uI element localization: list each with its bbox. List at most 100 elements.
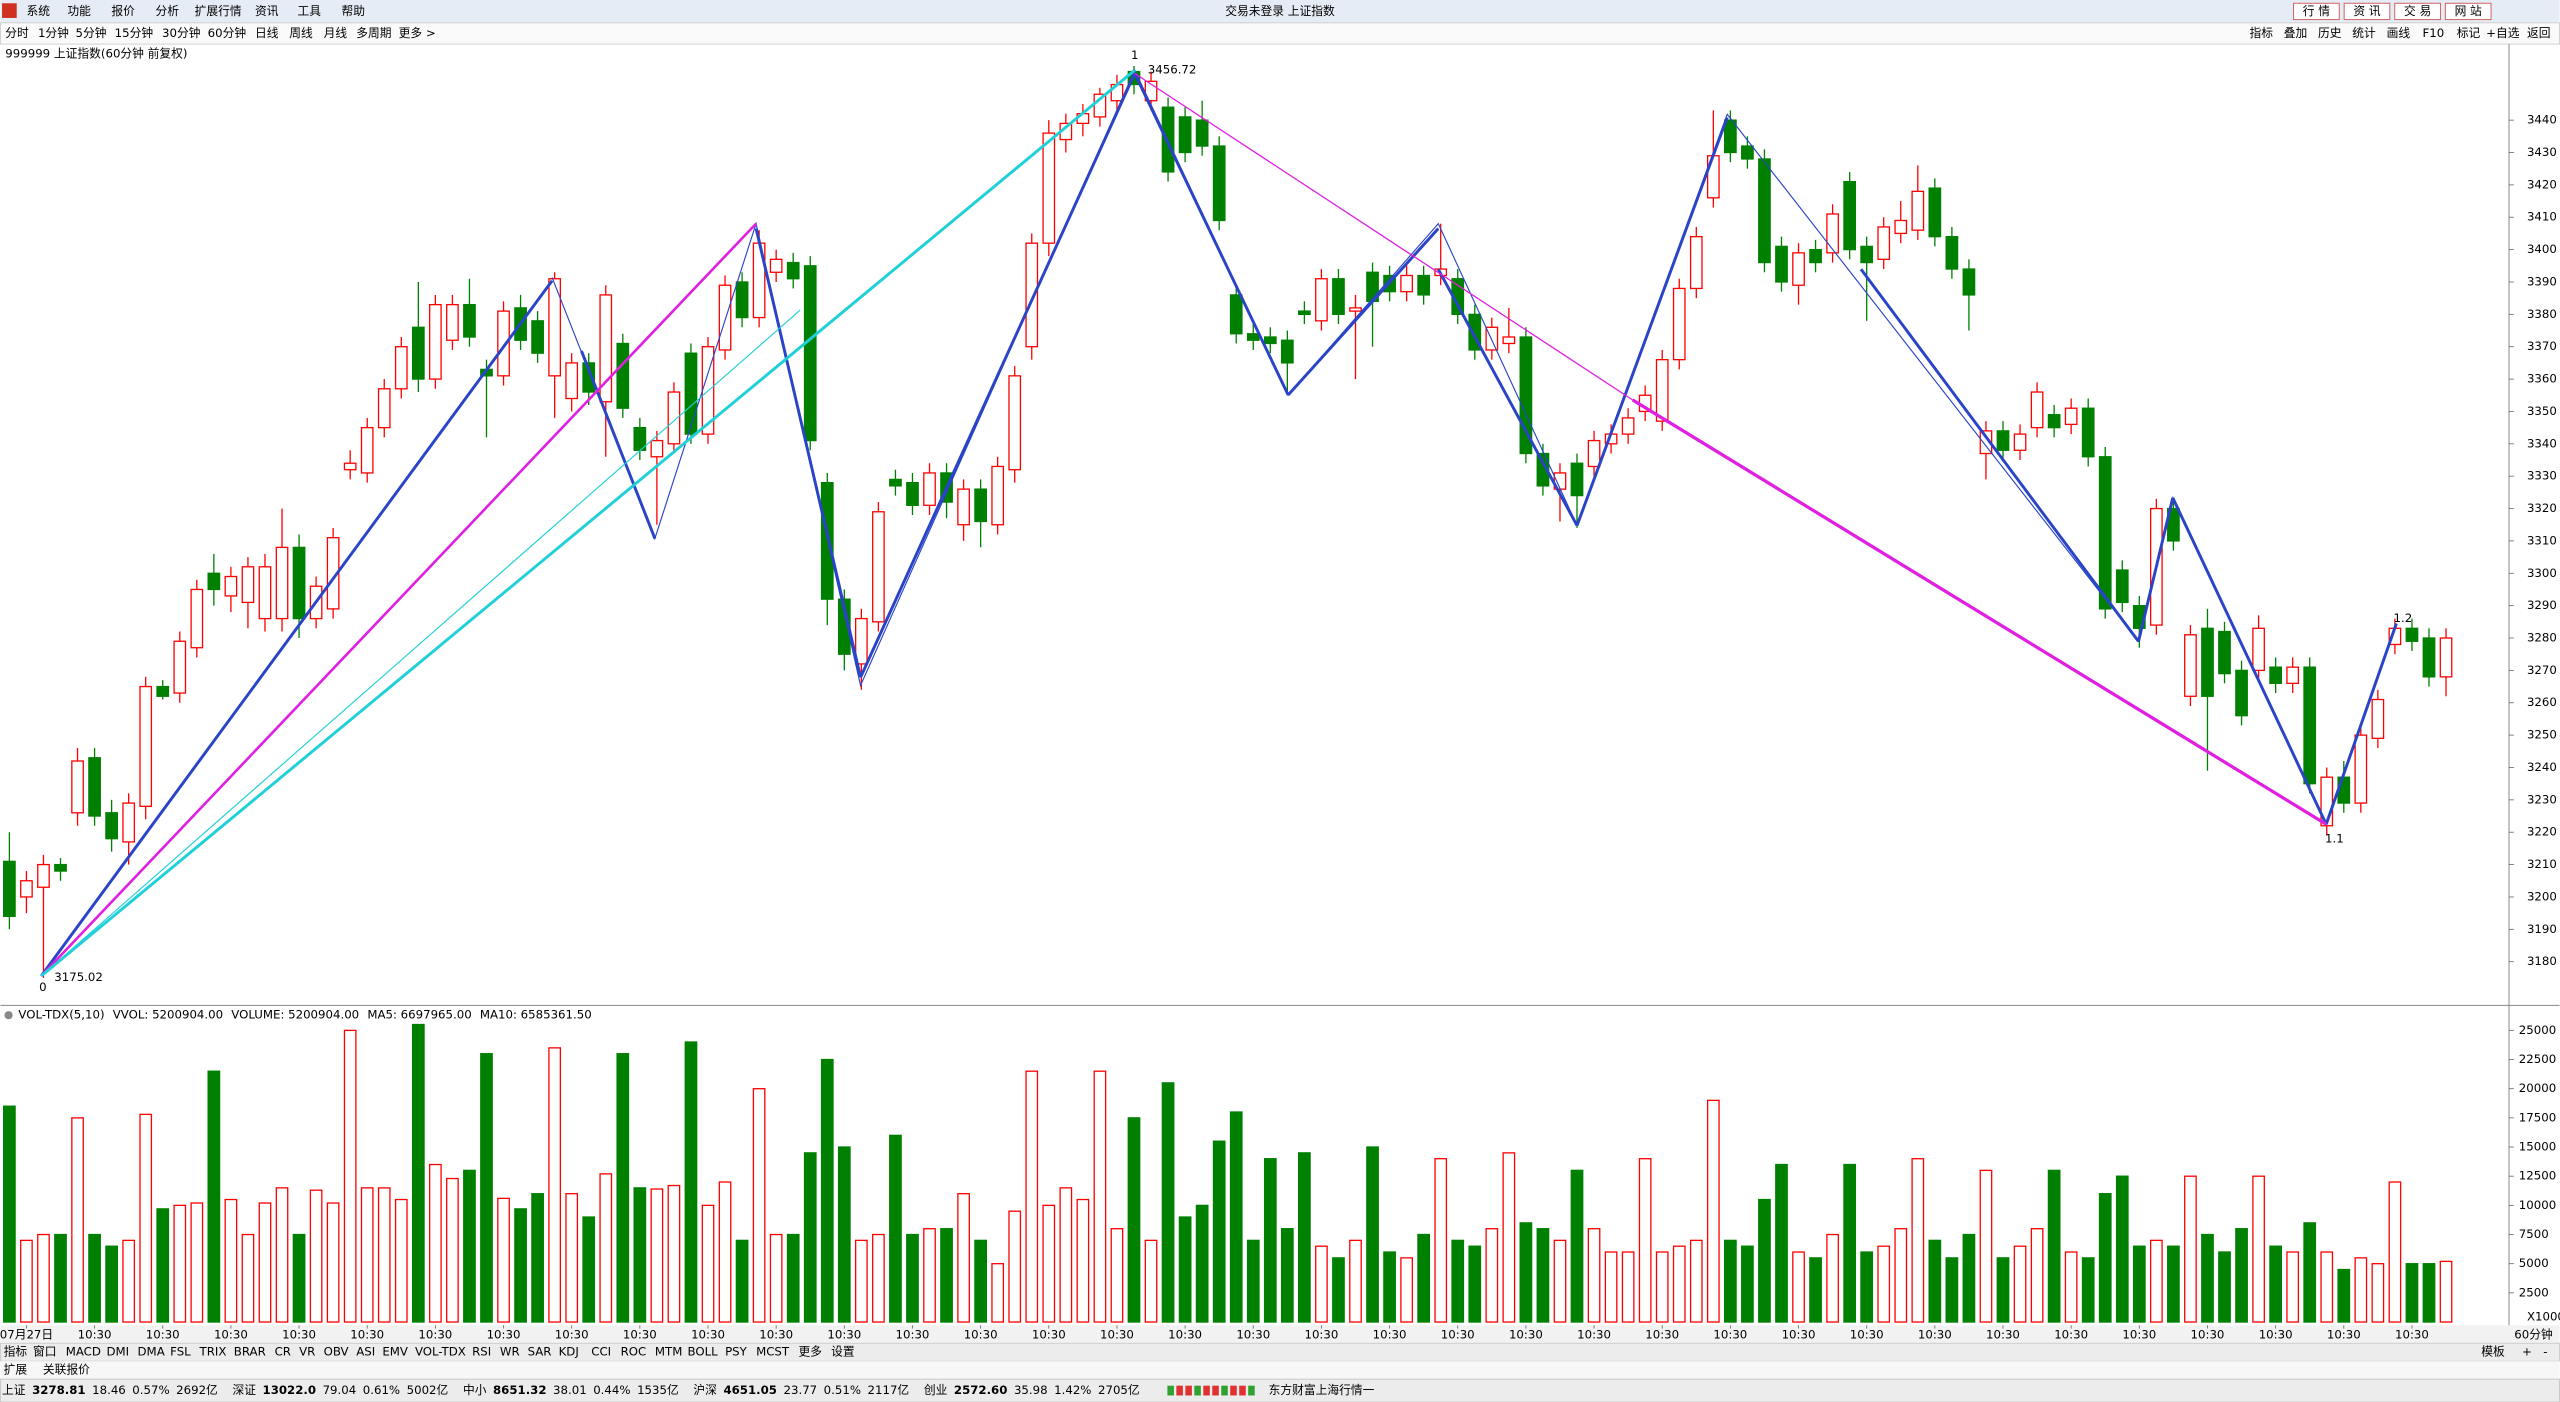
indicator-tab[interactable]: TRIX (199, 1345, 227, 1359)
period-tab[interactable]: 60分钟 (208, 26, 246, 40)
indicator-tab[interactable]: 设置 (831, 1345, 855, 1359)
quote-field: 4651.05 (723, 1383, 777, 1397)
menu-button[interactable] (2343, 2, 2391, 21)
volume-bar (1042, 1204, 1056, 1323)
menu-item[interactable]: 工具 (297, 4, 321, 18)
candle-body (974, 488, 987, 523)
tool-button[interactable]: 标记 (2457, 26, 2481, 40)
extra-tab[interactable]: 扩展 (4, 1363, 28, 1377)
menu-item[interactable]: 系统 (27, 4, 51, 18)
menu-button-label[interactable]: 资 讯 (2353, 4, 2380, 18)
x-tick-label: 10:30 (2054, 1328, 2088, 1342)
template-button[interactable]: 模板 (2481, 1345, 2505, 1359)
menu-button-label[interactable]: 交 易 (2404, 4, 2431, 18)
indicator-tab[interactable]: MACD (66, 1345, 101, 1359)
indicator-tab[interactable]: VR (299, 1345, 315, 1359)
tool-button[interactable]: +自选 (2486, 26, 2520, 40)
candle-body (37, 863, 50, 888)
indicator-tab[interactable]: VOL-TDX (415, 1345, 466, 1359)
tool-button[interactable]: 统计 (2352, 26, 2376, 40)
x-tick-label: 10:30 (2395, 1328, 2429, 1342)
quote-field: 2705亿 (1098, 1383, 1140, 1397)
indicator-tab[interactable]: CCI (591, 1345, 611, 1359)
period-tab[interactable]: 多周期 (356, 26, 391, 40)
period-tab[interactable]: 月线 (324, 26, 348, 40)
period-tab[interactable]: 更多 > (399, 26, 436, 40)
volume-bar (2303, 1222, 2317, 1323)
tool-button[interactable]: 叠加 (2284, 26, 2307, 40)
volume-bar (820, 1058, 834, 1323)
wave-magenta-thin (1134, 72, 1633, 401)
indicator-tab[interactable]: CR (275, 1345, 291, 1359)
candle-body (684, 352, 698, 435)
candle-body (565, 362, 579, 400)
indicator-tab[interactable]: 窗口 (33, 1345, 57, 1359)
indicator-tab[interactable]: DMI (106, 1345, 129, 1359)
volume-bar (1860, 1251, 1874, 1323)
extra-tab[interactable]: 关联报价 (43, 1363, 90, 1377)
indicator-tab[interactable]: SAR (528, 1345, 552, 1359)
indicator-tab[interactable]: 指标 (4, 1345, 28, 1359)
volume-bar (616, 1053, 630, 1323)
x-tick-label: 10:30 (1850, 1328, 1884, 1342)
period-tab[interactable]: 30分钟 (162, 26, 200, 40)
candle-body (1400, 274, 1413, 293)
x-tick-label: 10:30 (827, 1328, 861, 1342)
template-button[interactable]: + (2522, 1345, 2532, 1359)
indicator-tab[interactable]: BOLL (688, 1345, 719, 1359)
wave-label: 1 (1131, 48, 1138, 62)
menu-item[interactable]: 帮助 (342, 4, 366, 18)
market-bar-icon (1176, 1385, 1183, 1396)
menu-button-label[interactable]: 行 情 (2303, 4, 2330, 18)
volume-bar (241, 1233, 255, 1323)
volume-bar (2286, 1251, 2300, 1323)
menu-item[interactable]: 分析 (155, 4, 179, 18)
indicator-tab[interactable]: ROC (621, 1345, 647, 1359)
indicator-tab[interactable]: MTM (655, 1345, 682, 1359)
menu-item[interactable]: 报价 (111, 4, 135, 18)
volume-bar (1315, 1245, 1328, 1323)
period-tab[interactable]: 日线 (255, 26, 279, 40)
menu-button[interactable] (2293, 2, 2340, 21)
market-bar-icon (1194, 1385, 1201, 1396)
menu-button-label[interactable]: 网 站 (2455, 4, 2482, 18)
x-tick-label: 10:30 (1304, 1328, 1338, 1342)
menu-item[interactable]: 扩展行情 (195, 4, 242, 18)
indicator-tab[interactable]: FSL (170, 1345, 191, 1359)
indicator-tab[interactable]: BRAR (234, 1345, 266, 1359)
period-tab[interactable]: 15分钟 (115, 26, 153, 40)
indicator-tab[interactable]: PSY (725, 1345, 748, 1359)
indicator-tab[interactable]: WR (500, 1345, 520, 1359)
period-tab[interactable]: 5分钟 (75, 26, 106, 40)
period-tab[interactable]: 周线 (289, 26, 313, 40)
indicator-tab[interactable]: DMA (138, 1345, 165, 1359)
volume-bar (1928, 1239, 1942, 1323)
tool-button[interactable]: 历史 (2318, 26, 2342, 40)
indicator-tab[interactable]: MCST (756, 1345, 790, 1359)
candle-body (1655, 359, 1669, 422)
indicator-tab[interactable]: OBV (324, 1345, 349, 1359)
tool-button[interactable]: 返回 (2527, 26, 2551, 40)
indicator-tab[interactable]: EMV (382, 1345, 408, 1359)
indicator-tab[interactable]: RSI (472, 1345, 491, 1359)
tool-button[interactable]: 指标 (2249, 26, 2273, 40)
template-button[interactable]: - (2543, 1345, 2547, 1359)
volume-bar (429, 1163, 442, 1323)
tool-button[interactable]: 画线 (2387, 26, 2411, 40)
volume-bar (872, 1233, 885, 1323)
candle-body (207, 572, 221, 591)
indicator-tab[interactable]: KDJ (559, 1345, 579, 1359)
menu-button[interactable] (2394, 2, 2441, 21)
indicator-tab[interactable]: ASI (356, 1345, 375, 1359)
indicator-tab[interactable]: 更多 (799, 1345, 823, 1359)
period-tab[interactable]: 1分钟 (38, 26, 69, 40)
tool-button[interactable]: F10 (2422, 26, 2444, 40)
volume-bar (190, 1202, 204, 1323)
volume-bar (1621, 1251, 1635, 1323)
wave-label: 1.1 (2325, 831, 2344, 845)
menu-item[interactable]: 资讯 (255, 4, 279, 18)
candle-body (2371, 698, 2385, 740)
period-tab[interactable]: 分时 (5, 26, 29, 40)
menu-item[interactable]: 功能 (67, 4, 91, 18)
menu-button[interactable] (2444, 2, 2492, 21)
